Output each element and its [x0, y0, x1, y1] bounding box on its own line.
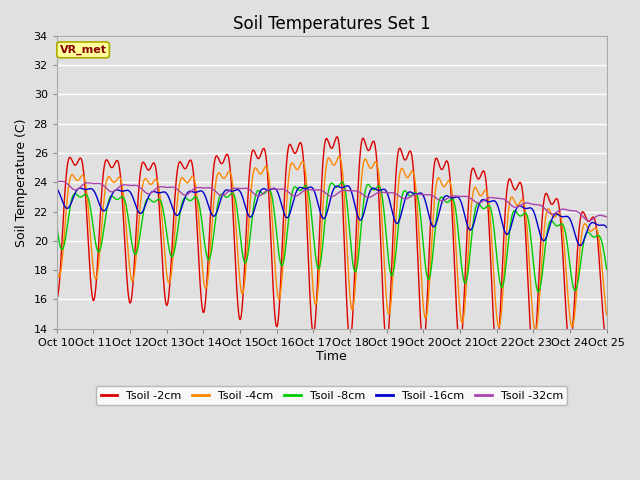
Tsoil -2cm [333, 134, 340, 140]
Tsoil -16cm [417, 191, 425, 196]
Tsoil -16cm [175, 211, 183, 216]
Tsoil -2cm [417, 328, 425, 334]
Tsoil -4cm [538, 256, 546, 262]
Tsoil -32cm [175, 189, 183, 194]
Line: Tsoil -16cm: Tsoil -16cm [57, 186, 607, 245]
Tsoil -4cm [175, 184, 183, 190]
Tsoil -4cm [237, 285, 244, 290]
Tsoil -4cm [335, 154, 343, 159]
Tsoil -32cm [417, 192, 425, 197]
Tsoil -8cm [417, 220, 425, 226]
Line: Tsoil -4cm: Tsoil -4cm [57, 156, 607, 331]
Tsoil -4cm [603, 312, 611, 318]
Tsoil -2cm [175, 160, 183, 166]
Tsoil -8cm [339, 179, 346, 185]
Tsoil -32cm [237, 186, 245, 192]
Tsoil -8cm [237, 236, 244, 242]
Tsoil -16cm [162, 190, 170, 195]
X-axis label: Time: Time [316, 350, 347, 363]
Tsoil -4cm [489, 260, 497, 266]
Title: Soil Temperatures Set 1: Soil Temperatures Set 1 [233, 15, 431, 33]
Tsoil -8cm [603, 266, 611, 272]
Tsoil -16cm [343, 183, 351, 189]
Tsoil -16cm [237, 190, 244, 195]
Tsoil -32cm [58, 179, 65, 184]
Tsoil -2cm [53, 295, 61, 301]
Tsoil -16cm [538, 236, 545, 241]
Tsoil -32cm [53, 179, 61, 184]
Line: Tsoil -32cm: Tsoil -32cm [57, 181, 607, 221]
Tsoil -2cm [538, 218, 546, 224]
Tsoil -2cm [489, 311, 497, 316]
Tsoil -2cm [237, 316, 244, 322]
Line: Tsoil -8cm: Tsoil -8cm [57, 182, 607, 292]
Tsoil -8cm [535, 289, 543, 295]
Tsoil -16cm [603, 225, 611, 230]
Tsoil -32cm [489, 195, 497, 201]
Y-axis label: Soil Temperature (C): Soil Temperature (C) [15, 118, 28, 247]
Tsoil -32cm [163, 184, 170, 190]
Tsoil -8cm [53, 224, 61, 229]
Tsoil -2cm [603, 337, 611, 343]
Tsoil -16cm [489, 198, 497, 204]
Tsoil -4cm [53, 265, 61, 271]
Tsoil -32cm [585, 218, 593, 224]
Tsoil -2cm [529, 351, 537, 357]
Legend: Tsoil -2cm, Tsoil -4cm, Tsoil -8cm, Tsoil -16cm, Tsoil -32cm: Tsoil -2cm, Tsoil -4cm, Tsoil -8cm, Tsoi… [96, 386, 567, 405]
Tsoil -8cm [175, 216, 183, 222]
Tsoil -8cm [538, 273, 546, 279]
Tsoil -4cm [417, 274, 425, 279]
Tsoil -8cm [489, 218, 497, 224]
Text: VR_met: VR_met [60, 45, 107, 55]
Tsoil -2cm [162, 300, 170, 305]
Tsoil -32cm [538, 203, 545, 209]
Line: Tsoil -2cm: Tsoil -2cm [57, 137, 607, 354]
Tsoil -16cm [53, 186, 61, 192]
Tsoil -16cm [577, 242, 584, 248]
Tsoil -8cm [162, 223, 170, 229]
Tsoil -4cm [162, 262, 170, 267]
Tsoil -4cm [532, 328, 540, 334]
Tsoil -32cm [603, 214, 611, 219]
